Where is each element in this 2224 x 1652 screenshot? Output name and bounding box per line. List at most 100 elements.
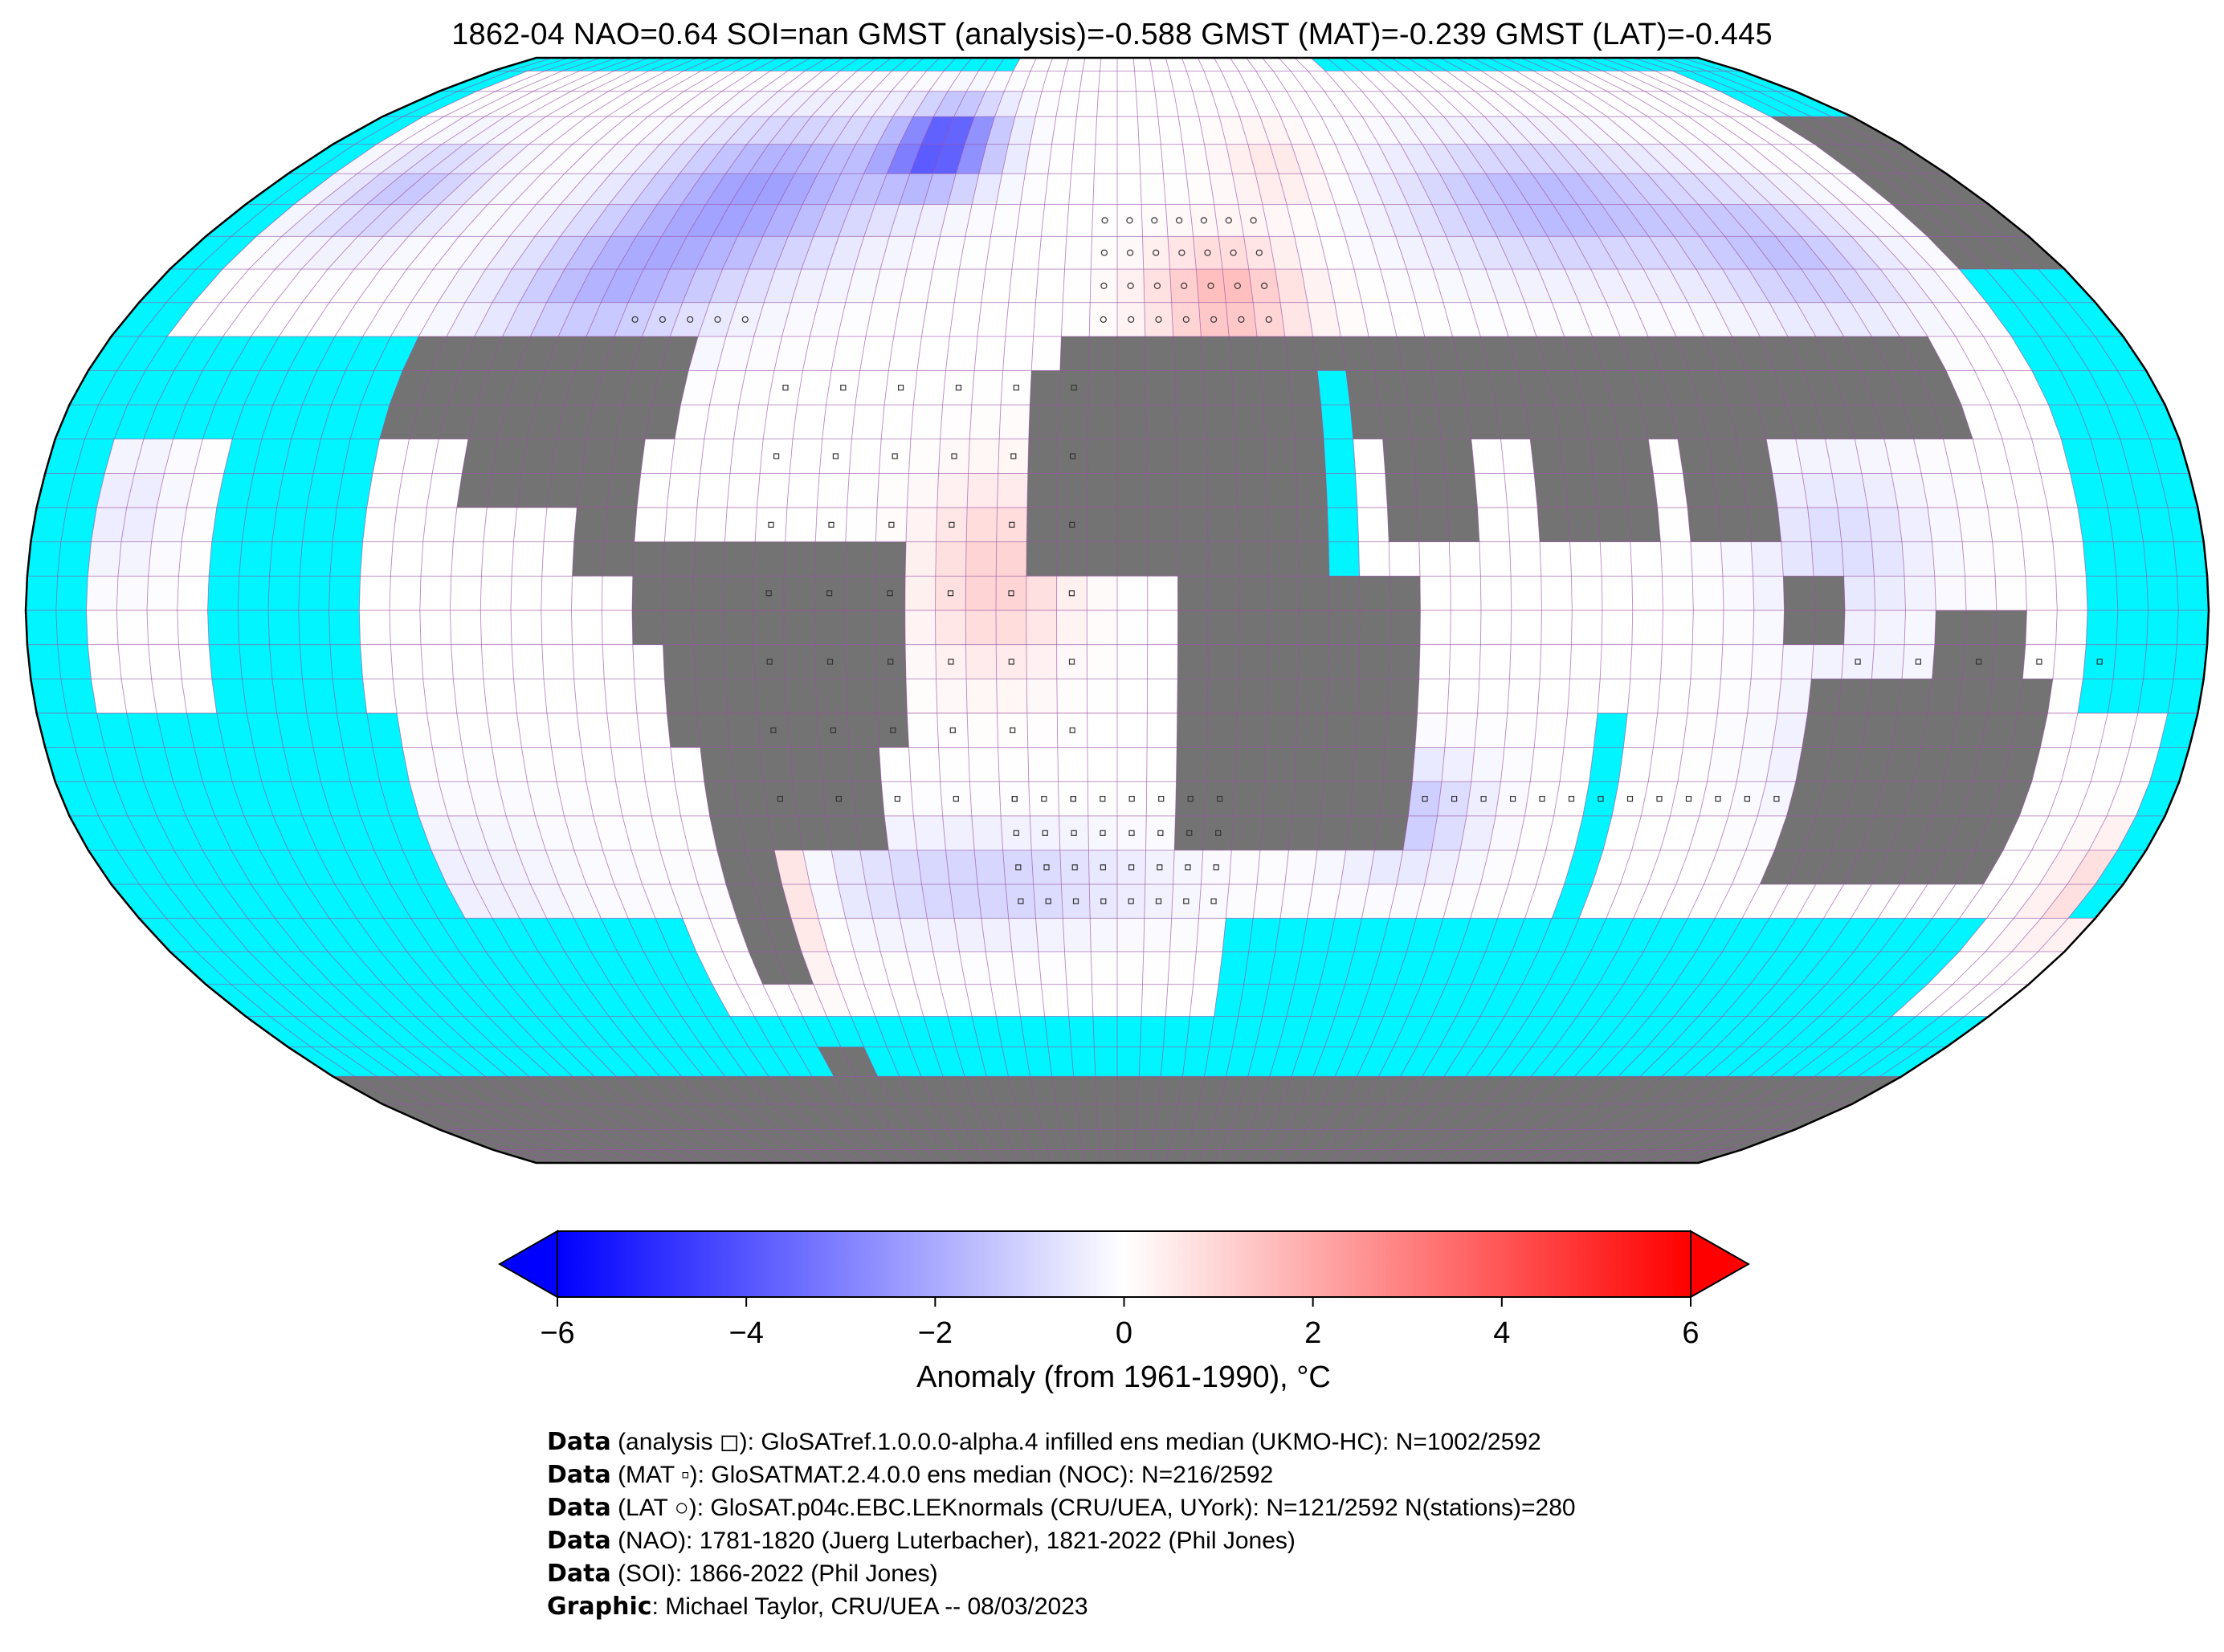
anomaly-cell	[1377, 71, 1419, 92]
land-cell	[1149, 1149, 1169, 1163]
anomaly-cell	[1424, 850, 1460, 885]
land-cell	[1407, 204, 1447, 237]
anomaly-cell	[463, 116, 525, 145]
land-cell	[1742, 473, 1778, 508]
anomaly-cell	[2014, 884, 2067, 919]
land-cell	[764, 918, 802, 952]
anomaly-cell	[670, 884, 710, 919]
anomaly-cell	[1736, 747, 1773, 782]
land-cell	[1573, 236, 1618, 270]
anomaly-cell	[999, 405, 1030, 439]
land-cell	[1633, 1149, 1690, 1163]
land-cell	[1073, 1076, 1097, 1104]
anomaly-cell	[504, 91, 571, 117]
anomaly-cell	[954, 269, 986, 303]
anomaly-cell	[1090, 918, 1117, 952]
land-cell	[1815, 850, 1861, 885]
observation-marker	[714, 316, 721, 323]
land-cell	[1825, 747, 1862, 782]
land-cell	[1512, 1103, 1567, 1130]
anomaly-cell	[879, 438, 911, 474]
land-cell	[504, 1103, 571, 1130]
observation-marker	[1018, 898, 1024, 904]
anomaly-cell	[880, 951, 915, 985]
land-cell	[1182, 144, 1210, 174]
land-cell	[932, 144, 965, 174]
land-cell	[545, 1103, 609, 1130]
land-cell	[943, 116, 975, 145]
land-cell	[1328, 644, 1360, 679]
land-cell	[1186, 173, 1214, 205]
anomaly-cell	[921, 302, 954, 337]
land-cell	[684, 1149, 730, 1163]
anomaly-cell	[1777, 508, 1812, 542]
land-cell	[402, 336, 447, 371]
anomaly-grid-cells	[86, 58, 2168, 1017]
land-cell	[723, 644, 756, 679]
observation-marker	[1100, 249, 1108, 256]
land-cell	[723, 541, 756, 577]
land-cell	[447, 302, 492, 337]
land-cell	[1349, 405, 1383, 439]
anomaly-cell	[1507, 508, 1540, 542]
land-cell	[724, 1076, 770, 1104]
land-cell	[716, 850, 754, 885]
land-cell	[1537, 508, 1570, 542]
land-cell	[1878, 302, 1928, 337]
anomaly-cell	[2077, 781, 2120, 816]
land-cell	[1471, 236, 1512, 270]
land-cell	[1564, 336, 1603, 371]
anomaly-cell	[1660, 541, 1693, 577]
land-cell	[1814, 144, 1878, 174]
anomaly-cell	[1178, 116, 1205, 145]
anomaly-cell	[2002, 438, 2041, 474]
anomaly-cell	[2018, 508, 2053, 542]
land-cell	[1143, 269, 1172, 303]
anomaly-cell	[1059, 850, 1090, 885]
anomaly-cell	[1341, 850, 1375, 885]
anomaly-cell	[1620, 71, 1683, 92]
observation-marker	[1187, 795, 1194, 802]
land-cell	[1288, 370, 1321, 406]
land-cell	[366, 173, 426, 205]
anomaly-cell	[447, 884, 492, 919]
anomaly-cell	[1147, 576, 1178, 610]
land-cell	[643, 236, 688, 270]
anomaly-cell	[1065, 58, 1085, 71]
land-cell	[1353, 269, 1389, 303]
land-cell	[1577, 204, 1624, 237]
anomaly-cell	[1048, 144, 1074, 174]
land-cell	[857, 1149, 892, 1163]
anomaly-cell	[1420, 610, 1451, 645]
land-cell	[1921, 713, 1958, 748]
land-cell	[1760, 850, 1804, 885]
anomaly-cell	[1059, 815, 1089, 850]
anomaly-cell	[194, 302, 248, 337]
land-cell	[1431, 204, 1472, 237]
land-cell	[546, 473, 582, 508]
anomaly-cell	[328, 269, 381, 303]
anomaly-cell	[1630, 541, 1663, 577]
anomaly-cell	[817, 473, 850, 508]
land-cell	[1089, 302, 1117, 337]
land-cell	[1287, 204, 1320, 237]
land-cell	[492, 1149, 553, 1163]
land-cell	[1553, 144, 1602, 174]
land-cell	[1152, 1129, 1174, 1150]
land-cell	[1144, 302, 1173, 337]
land-cell	[633, 173, 680, 205]
land-cell	[1775, 269, 1824, 303]
land-cell	[1218, 236, 1249, 270]
land-cell	[1749, 116, 1815, 145]
land-cell	[1117, 144, 1141, 174]
land-cell	[733, 781, 769, 816]
anomaly-cell	[737, 984, 778, 1017]
land-cell	[1238, 541, 1269, 577]
anomaly-cell	[1076, 91, 1099, 117]
anomaly-cell	[1025, 144, 1052, 174]
anomaly-cell	[1540, 576, 1573, 610]
land-cell	[1334, 302, 1369, 337]
anomaly-cell	[2067, 850, 2118, 885]
anomaly-cell	[1955, 336, 2004, 371]
anomaly-cell	[906, 679, 937, 713]
